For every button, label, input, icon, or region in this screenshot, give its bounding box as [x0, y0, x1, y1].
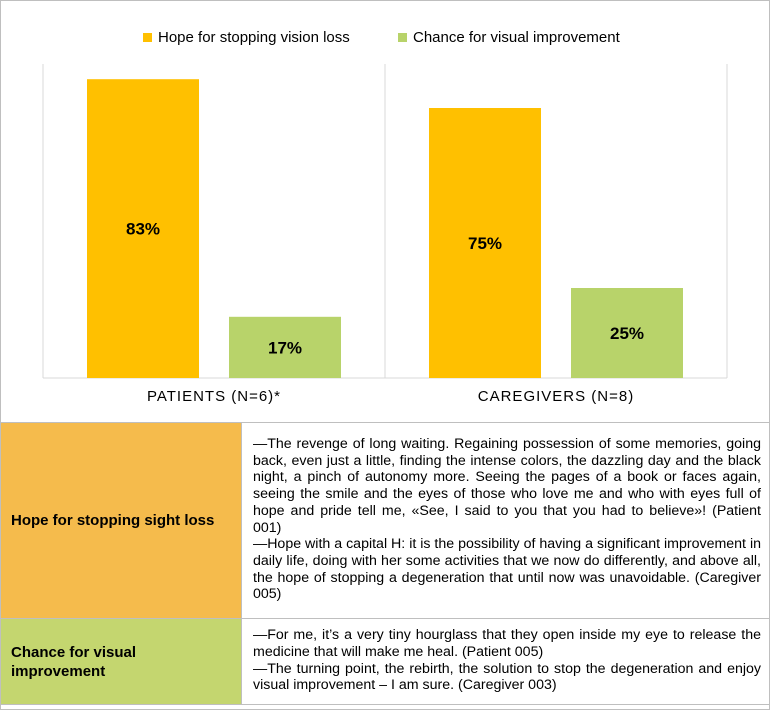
- data-label-improvement-caregivers: 25%: [610, 324, 644, 343]
- table-row-improvement: Chance for visual improvement —For me, i…: [0, 618, 770, 705]
- quote-cell-improvement: —For me, it’s a very tiny hourglass that…: [241, 618, 770, 705]
- bar-hope-patients: [87, 79, 199, 378]
- category-cell-improvement: Chance for visual improvement: [0, 618, 242, 705]
- legend-swatch-hope: [143, 33, 152, 42]
- bar-hope-caregivers: [429, 108, 541, 378]
- quote-caregiver-003: —The turning point, the rebirth, the sol…: [253, 660, 761, 694]
- x-tick-caregivers: CAREGIVERS (N=8): [477, 388, 635, 405]
- bar-improvement-patients: [229, 316, 341, 378]
- quote-caregiver-005: —Hope with a capital H: it is the possib…: [253, 536, 761, 603]
- category-cell-hope: Hope for stopping sight loss: [0, 422, 242, 619]
- quote-patient-005: —For me, it’s a very tiny hourglass that…: [253, 627, 761, 660]
- bar-chart: Hope for stopping vision loss Chance for…: [42, 29, 728, 405]
- legend-label-hope: Hope for stopping vision loss: [158, 29, 350, 46]
- legend-swatch-improvement: [398, 33, 407, 42]
- table-row-hope: Hope for stopping sight loss —The reveng…: [0, 422, 770, 619]
- quote-patient-001: —The revenge of long waiting. Regaining …: [253, 435, 761, 536]
- legend-label-improvement: Chance for visual improvement: [413, 29, 620, 46]
- quote-cell-hope: —The revenge of long waiting. Regaining …: [241, 422, 770, 619]
- category-label-hope: Hope for stopping sight loss: [11, 512, 215, 529]
- data-label-hope-patients: 83%: [126, 220, 160, 239]
- category-label-improvement: Chance for visual improvement: [11, 643, 137, 680]
- bar-improvement-caregivers: [571, 288, 683, 378]
- quotes-table: Hope for stopping sight loss —The reveng…: [0, 422, 770, 705]
- legend-item-hope: Hope for stopping vision loss: [143, 29, 350, 46]
- legend-item-improvement: Chance for visual improvement: [398, 29, 620, 46]
- x-tick-patients: PATIENTS (N=6)*: [146, 388, 282, 405]
- plot-area: 83% 17% 75% 25%: [42, 64, 728, 379]
- data-label-improvement-patients: 17%: [268, 338, 302, 357]
- data-label-hope-caregivers: 75%: [468, 234, 502, 253]
